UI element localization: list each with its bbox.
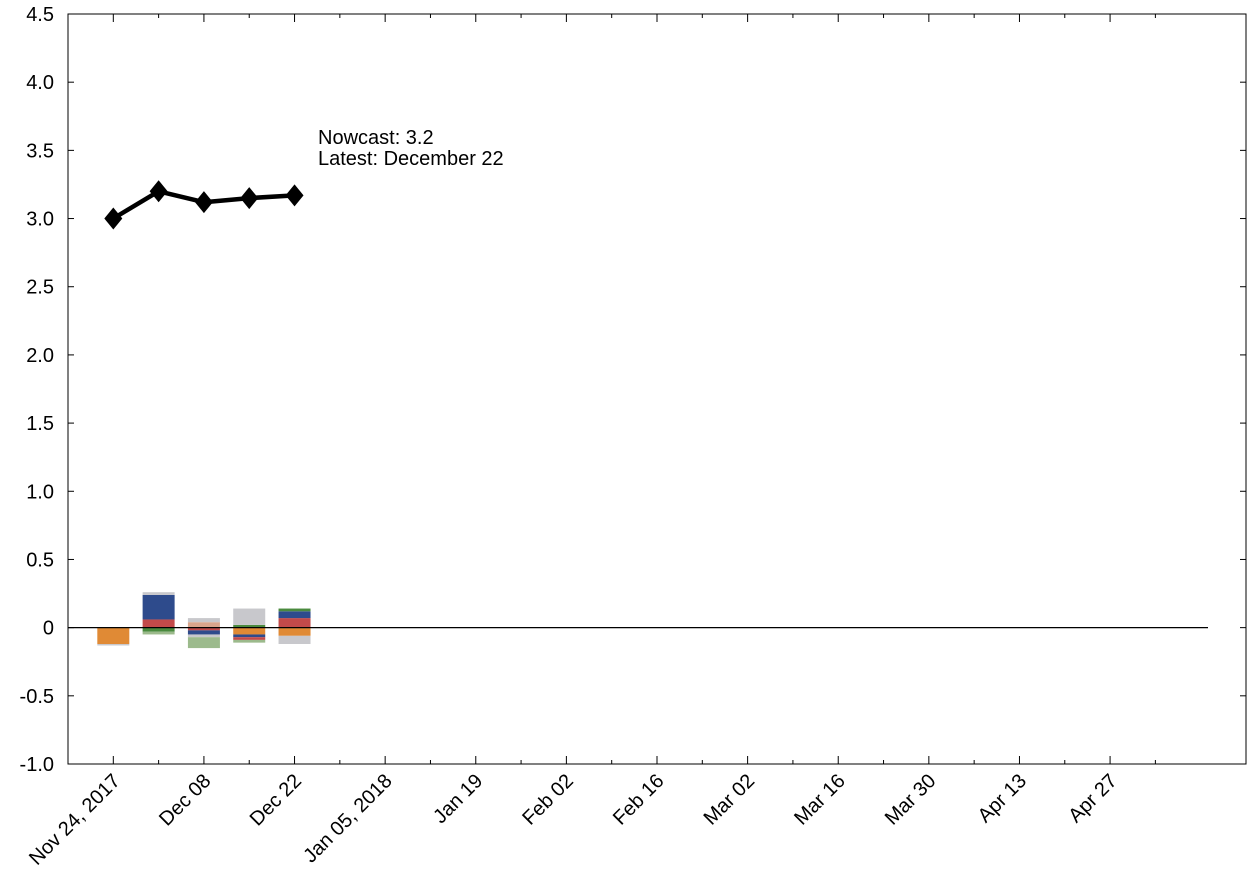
contribution-segment (142, 631, 175, 635)
plot-frame (67, 13, 1247, 765)
x-tick-label: Apr 13 (974, 770, 1031, 827)
contribution-segment (142, 627, 175, 632)
nowcast-marker (149, 180, 168, 203)
contribution-segment (233, 639, 266, 643)
nowcast-markers (104, 180, 304, 230)
y-tick-label: 1.5 (26, 413, 54, 435)
contribution-segment (187, 618, 220, 623)
y-tick-label: 2.0 (26, 345, 54, 367)
contribution-bars (97, 592, 311, 649)
y-tick-label: 3.0 (26, 209, 54, 231)
contribution-segment (187, 622, 220, 628)
y-tick-label: -1.0 (20, 754, 54, 776)
x-tick-label: Dec 08 (155, 770, 215, 830)
y-tick-label: -0.5 (20, 686, 54, 708)
contribution-segment (278, 618, 311, 628)
y-tick-label: 0 (43, 618, 54, 640)
contribution-segment (97, 644, 130, 646)
x-tick-label: Feb 16 (609, 770, 669, 830)
contribution-segment (233, 627, 266, 635)
nowcast-annotation: Nowcast: 3.2 (318, 127, 434, 149)
contribution-segment (278, 608, 311, 612)
y-axis: -1.0 -0.5 0 0.5 1.0 1.5 2.0 2.5 3.0 3.5 4.0 4.5 (20, 4, 1246, 776)
x-tick-label: Mar 16 (790, 770, 850, 830)
contribution-segment (142, 594, 175, 620)
nowcast-marker (194, 191, 213, 214)
nowcast-marker (240, 187, 259, 210)
latest-annotation: Latest: December 22 (318, 148, 504, 170)
contribution-segment (233, 608, 266, 625)
contribution-segment (187, 637, 220, 649)
minor-ticks (158, 14, 1156, 764)
nowcast-marker (285, 184, 304, 207)
contribution-segment (278, 635, 311, 644)
x-tick-label: Jan 05, 2018 (299, 770, 396, 867)
contribution-segment (233, 624, 266, 628)
contribution-segment (187, 634, 220, 638)
x-tick-label: Dec 22 (246, 770, 306, 830)
y-tick-label: 4.0 (26, 72, 54, 94)
contribution-segment (233, 637, 266, 640)
nowcast-marker (104, 207, 123, 230)
x-tick-label: Feb 02 (518, 770, 578, 830)
y-tick-label: 2.5 (26, 277, 54, 299)
contribution-segment (142, 592, 175, 595)
contribution-segment (142, 619, 175, 628)
x-tick-label: Jan 19 (429, 770, 487, 828)
y-tick-label: 3.5 (26, 140, 54, 162)
x-tick-label: Nov 24, 2017 (25, 770, 125, 870)
contribution-segment (233, 634, 266, 638)
y-tick-label: 1.0 (26, 481, 54, 503)
contribution-segment (278, 611, 311, 619)
y-tick-label: 0.5 (26, 549, 54, 571)
contribution-segment (97, 627, 130, 644)
contribution-segment (187, 630, 220, 635)
x-tick-label: Apr 27 (1064, 770, 1121, 827)
x-tick-label: Mar 02 (700, 770, 760, 830)
y-tick-label: 4.5 (26, 4, 54, 26)
x-tick-label: Mar 30 (881, 770, 941, 830)
contribution-segment (278, 627, 311, 636)
contribution-segment (187, 627, 220, 631)
